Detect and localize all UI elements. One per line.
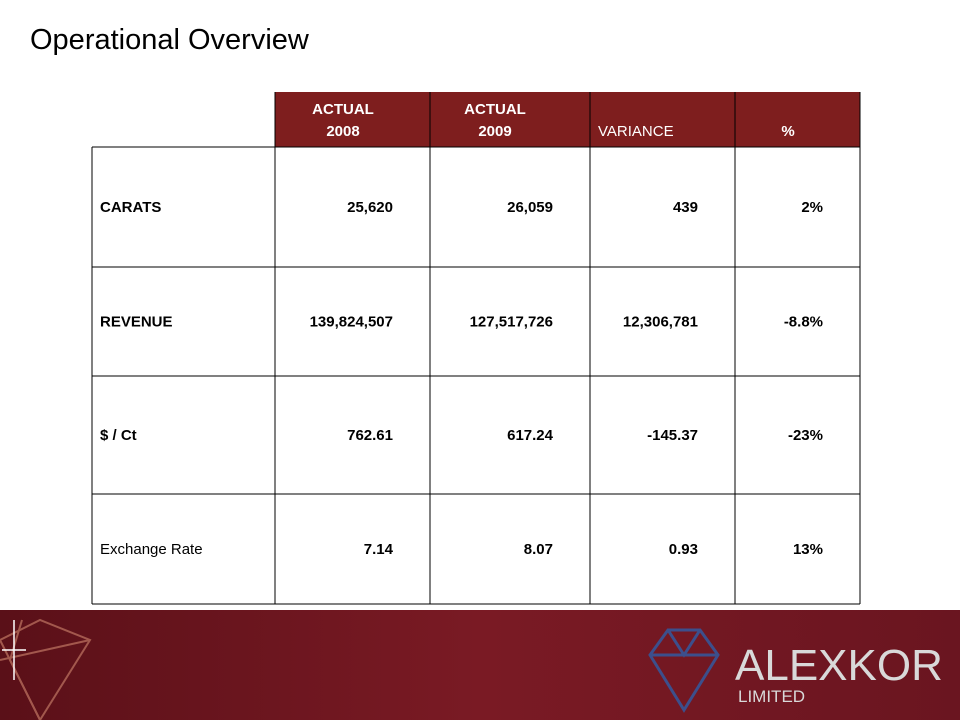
slide-title: Operational Overview (30, 24, 310, 56)
logo-name: ALEXKOR (735, 641, 943, 690)
cell: 26,059 (507, 199, 553, 216)
left-diamond (0, 618, 92, 720)
row-label: $ / Ct (100, 427, 137, 444)
footer: ALEXKOR LIMITED (0, 610, 960, 720)
cell: 7.14 (364, 541, 394, 558)
cell: 439 (673, 199, 698, 216)
sparkle (2, 620, 26, 680)
logo-diamond (648, 628, 720, 713)
header-cell: 2009 (478, 123, 511, 140)
cell: 25,620 (347, 199, 393, 216)
cell: 13% (793, 541, 823, 558)
header-bg (275, 92, 860, 147)
row-label: REVENUE (100, 314, 173, 331)
cell: -23% (788, 427, 823, 444)
header-cell: 2008 (326, 123, 359, 140)
row-label: CARATS (100, 199, 161, 216)
cell: 12,306,781 (623, 314, 698, 331)
cell: -145.37 (647, 427, 698, 444)
header-cell: VARIANCE (598, 123, 674, 140)
cell: 0.93 (669, 541, 698, 558)
cell: 2% (801, 199, 823, 216)
cell: 617.24 (507, 427, 554, 444)
table: ACTUAL 2008 ACTUAL 2009 VARIANCE % CARATS 25,62… (91, 92, 861, 605)
logo-sub: LIMITED (738, 687, 805, 706)
row-label: Exchange Rate (100, 541, 203, 558)
cell: 8.07 (524, 541, 553, 558)
header-cell: % (781, 123, 794, 140)
cell: 127,517,726 (470, 314, 553, 331)
cell: 139,824,507 (310, 314, 393, 331)
footer-band (0, 610, 960, 720)
header-cell: ACTUAL (464, 101, 526, 118)
cell: 762.61 (347, 427, 393, 444)
header-cell: ACTUAL (312, 101, 374, 118)
cell: -8.8% (784, 314, 823, 331)
